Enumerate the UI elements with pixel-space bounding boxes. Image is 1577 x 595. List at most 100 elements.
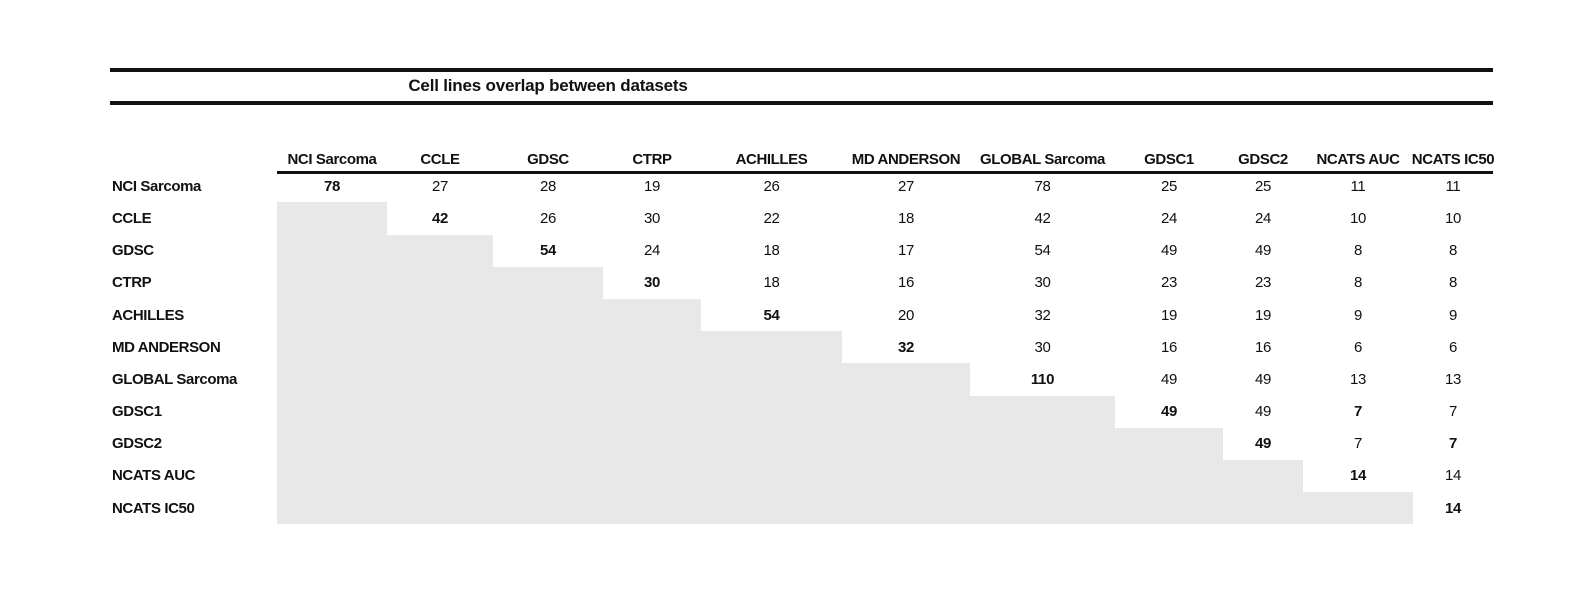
matrix-cell <box>277 331 387 364</box>
matrix-cell <box>842 427 970 460</box>
matrix-corner-cell <box>110 138 277 171</box>
matrix-cell: 24 <box>1254 209 1272 227</box>
row-label: GDSC1 <box>112 403 162 421</box>
matrix-cell <box>701 395 842 428</box>
matrix-cell: 49 <box>1254 370 1272 388</box>
matrix-cell <box>842 459 970 493</box>
matrix-cell <box>701 427 842 460</box>
matrix-cell: 23 <box>1160 274 1178 292</box>
matrix-cell <box>842 363 970 396</box>
matrix-cell: 42 <box>1034 209 1051 227</box>
matrix-cell: 6 <box>1448 338 1458 356</box>
matrix-cell: 49 <box>1254 242 1272 260</box>
matrix-cell: 78 <box>323 177 341 195</box>
matrix-cell <box>1115 459 1223 493</box>
matrix-cell <box>1223 492 1303 525</box>
matrix-cell <box>970 459 1115 493</box>
matrix-cell: 30 <box>643 209 661 227</box>
matrix-cell: 42 <box>431 209 449 227</box>
matrix-cell: 14 <box>1444 467 1462 485</box>
matrix-cell: 10 <box>1349 209 1367 227</box>
column-header: MD ANDERSON <box>842 138 970 174</box>
matrix-cell <box>493 459 603 493</box>
matrix-cell: 16 <box>1254 338 1272 356</box>
matrix-cell <box>701 363 842 396</box>
row-label: GDSC2 <box>112 435 162 453</box>
matrix-cell <box>277 363 387 396</box>
matrix-cell <box>277 234 387 267</box>
matrix-cell: 23 <box>1254 274 1272 292</box>
matrix-cell: 9 <box>1448 306 1458 324</box>
matrix-cell <box>970 395 1115 428</box>
matrix-cell: 11 <box>1350 177 1366 195</box>
matrix-cell: 30 <box>1034 338 1051 356</box>
matrix-cell <box>493 298 603 332</box>
matrix-cell <box>603 298 701 332</box>
matrix-cell <box>493 363 603 396</box>
matrix-cell: 25 <box>1254 177 1272 195</box>
matrix-cell: 7 <box>1353 435 1363 453</box>
matrix-cell: 18 <box>897 209 915 227</box>
column-header: NCI Sarcoma <box>277 138 387 174</box>
table-title: Cell lines overlap between datasets <box>408 76 688 95</box>
matrix-cell <box>387 298 493 332</box>
column-header: GDSC <box>493 138 603 174</box>
matrix-cell: 78 <box>1034 177 1051 195</box>
row-label: NCATS IC50 <box>112 499 195 517</box>
matrix-cell: 54 <box>539 242 557 260</box>
matrix-cell <box>277 202 387 235</box>
matrix-cell: 14 <box>1349 467 1367 485</box>
matrix-cell: 30 <box>643 274 661 292</box>
row-label: GDSC <box>112 242 154 260</box>
matrix-cell: 8 <box>1353 242 1363 260</box>
matrix-cell <box>701 492 842 525</box>
matrix-cell <box>493 331 603 364</box>
matrix-cell: 49 <box>1160 370 1178 388</box>
matrix-cell <box>493 266 603 299</box>
matrix-cell: 16 <box>897 274 915 292</box>
matrix-cell: 54 <box>1034 242 1051 260</box>
row-label: MD ANDERSON <box>112 338 221 356</box>
matrix-cell: 32 <box>897 338 915 356</box>
matrix-cell <box>1223 459 1303 493</box>
matrix-cell <box>387 363 493 396</box>
row-label: ACHILLES <box>112 306 184 324</box>
matrix-cell <box>842 492 970 525</box>
column-header: CTRP <box>603 138 701 174</box>
matrix-cell <box>970 427 1115 460</box>
matrix-cell <box>493 427 603 460</box>
column-header: GDSC1 <box>1115 138 1223 174</box>
matrix-cell: 6 <box>1353 338 1363 356</box>
matrix-cell: 7 <box>1353 403 1363 421</box>
matrix-cell <box>970 492 1115 525</box>
title-top-rule <box>110 68 1493 72</box>
matrix-cell <box>277 395 387 428</box>
matrix-cell: 13 <box>1349 370 1367 388</box>
matrix-cell: 27 <box>897 177 915 195</box>
column-header: NCATS AUC <box>1303 138 1413 174</box>
matrix-cell: 54 <box>763 306 780 324</box>
matrix-cell <box>603 492 701 525</box>
matrix-cell: 49 <box>1254 435 1272 453</box>
matrix-cell: 7 <box>1448 435 1458 453</box>
matrix-cell <box>603 331 701 364</box>
column-header: GLOBAL Sarcoma <box>970 138 1115 174</box>
matrix-cell: 19 <box>643 177 661 195</box>
matrix-cell: 30 <box>1034 274 1051 292</box>
matrix-cell: 9 <box>1353 306 1363 324</box>
column-header: CCLE <box>387 138 493 174</box>
column-header: GDSC2 <box>1223 138 1303 174</box>
matrix-cell <box>603 363 701 396</box>
matrix-cell <box>493 395 603 428</box>
matrix-cell <box>387 427 493 460</box>
matrix-cell: 10 <box>1444 209 1462 227</box>
matrix-cell: 24 <box>643 242 661 260</box>
matrix-cell <box>387 234 493 267</box>
matrix-cell: 16 <box>1160 338 1178 356</box>
matrix-cell <box>277 459 387 493</box>
matrix-cell <box>493 492 603 525</box>
matrix-cell: 19 <box>1254 306 1272 324</box>
matrix-cell: 8 <box>1448 242 1458 260</box>
matrix-cell: 18 <box>763 274 780 292</box>
